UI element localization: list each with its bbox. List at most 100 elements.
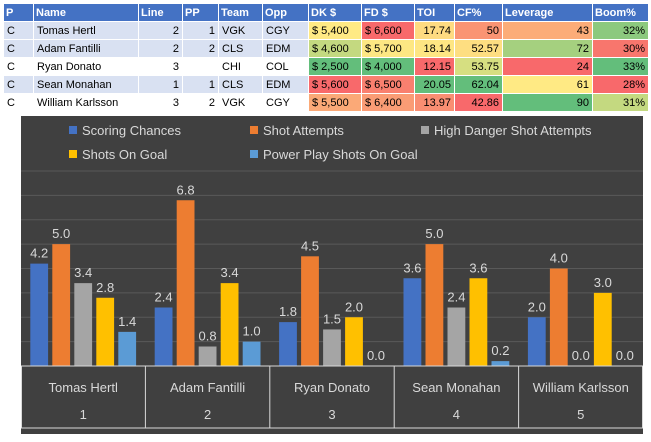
cell-cf-pct[interactable]: 53.75 (454, 57, 503, 76)
cell-pp[interactable]: 2 (182, 93, 219, 112)
cell-name[interactable]: Ryan Donato (33, 57, 139, 76)
col-header-leverage[interactable]: Leverage (502, 3, 593, 22)
col-header-opp[interactable]: Opp (262, 3, 309, 22)
cell-name[interactable]: Adam Fantilli (33, 39, 139, 58)
cell-toi[interactable]: 20.05 (414, 75, 455, 94)
col-header-position[interactable]: P (3, 3, 34, 22)
bar (118, 331, 137, 366)
cell-pp[interactable] (182, 57, 219, 76)
cell-leverage[interactable]: 43 (502, 21, 593, 40)
data-label: 0.0 (367, 348, 385, 363)
table-row: C William Karlsson 3 2 VGK CGY $ 5,500 $… (3, 93, 649, 112)
cell-team[interactable]: CLS (218, 39, 263, 58)
col-header-boom-pct[interactable]: Boom% (592, 3, 649, 22)
data-label: 3.4 (74, 265, 92, 280)
cell-position[interactable]: C (3, 57, 34, 76)
bar (176, 200, 195, 366)
bar (220, 283, 239, 366)
col-header-dk-salary[interactable]: DK $ (308, 3, 362, 22)
data-label: 0.8 (199, 329, 217, 344)
cell-opp[interactable]: CGY (262, 21, 309, 40)
data-label: 1.8 (279, 304, 297, 319)
cell-line[interactable]: 1 (138, 75, 183, 94)
cell-team[interactable]: VGK (218, 21, 263, 40)
bar (403, 278, 422, 366)
cell-cf-pct[interactable]: 42.86 (454, 93, 503, 112)
cell-dk-salary[interactable]: $ 5,500 (308, 93, 362, 112)
cell-toi[interactable]: 17.74 (414, 21, 455, 40)
cell-team[interactable]: VGK (218, 93, 263, 112)
cell-fd-salary[interactable]: $ 6,600 (361, 21, 415, 40)
cell-leverage[interactable]: 61 (502, 75, 593, 94)
cell-dk-salary[interactable]: $ 4,600 (308, 39, 362, 58)
cell-line[interactable]: 2 (138, 21, 183, 40)
col-header-team[interactable]: Team (218, 3, 263, 22)
col-header-name[interactable]: Name (33, 3, 139, 22)
cell-line[interactable]: 3 (138, 57, 183, 76)
cell-leverage[interactable]: 90 (502, 93, 593, 112)
cell-fd-salary[interactable]: $ 6,400 (361, 93, 415, 112)
cell-position[interactable]: C (3, 39, 34, 58)
legend-label: High Danger Shot Attempts (434, 123, 592, 138)
cell-leverage[interactable]: 72 (502, 39, 593, 58)
cell-position[interactable]: C (3, 93, 34, 112)
bar (30, 263, 49, 366)
data-label: 3.4 (221, 265, 239, 280)
bar (527, 317, 546, 366)
cell-name[interactable]: Sean Monahan (33, 75, 139, 94)
cell-dk-salary[interactable]: $ 5,400 (308, 21, 362, 40)
cell-cf-pct[interactable]: 62.04 (454, 75, 503, 94)
data-label: 3.0 (594, 275, 612, 290)
col-header-pp[interactable]: PP (182, 3, 219, 22)
data-label: 2.4 (155, 290, 173, 305)
cell-fd-salary[interactable]: $ 5,700 (361, 39, 415, 58)
cell-opp[interactable]: COL (262, 57, 309, 76)
cell-name[interactable]: Tomas Hertl (33, 21, 139, 40)
cell-team[interactable]: CHI (218, 57, 263, 76)
col-header-cf-pct[interactable]: CF% (454, 3, 503, 22)
cell-leverage[interactable]: 24 (502, 57, 593, 76)
legend-label: Shots On Goal (82, 147, 167, 162)
cell-pp[interactable]: 2 (182, 39, 219, 58)
cell-dk-salary[interactable]: $ 5,600 (308, 75, 362, 94)
data-label: 0.2 (491, 343, 509, 358)
data-label: 2.8 (96, 280, 114, 295)
cell-pp[interactable]: 1 (182, 21, 219, 40)
cell-cf-pct[interactable]: 52.57 (454, 39, 503, 58)
col-header-fd-salary[interactable]: FD $ (361, 3, 415, 22)
cell-opp[interactable]: EDM (262, 39, 309, 58)
cell-line[interactable]: 3 (138, 93, 183, 112)
bar (279, 322, 297, 366)
data-label: 5.0 (52, 226, 70, 241)
cell-line[interactable]: 2 (138, 39, 183, 58)
cell-fd-salary[interactable]: $ 6,500 (361, 75, 415, 94)
cell-dk-salary[interactable]: $ 2,500 (308, 57, 362, 76)
data-label: 5.0 (425, 226, 443, 241)
cell-toi[interactable]: 12.15 (414, 57, 455, 76)
cell-name[interactable]: William Karlsson (33, 93, 139, 112)
cell-boom-pct[interactable]: 33% (592, 57, 649, 76)
data-label: 1.0 (243, 324, 261, 339)
col-header-line[interactable]: Line (138, 3, 183, 22)
cell-fd-salary[interactable]: $ 4,000 (361, 57, 415, 76)
cell-position[interactable]: C (3, 21, 34, 40)
cell-cf-pct[interactable]: 50 (454, 21, 503, 40)
data-label: 2.0 (528, 299, 546, 314)
cell-pp[interactable]: 1 (182, 75, 219, 94)
cell-opp[interactable]: EDM (262, 75, 309, 94)
cell-opp[interactable]: CGY (262, 93, 309, 112)
cell-team[interactable]: CLS (218, 75, 263, 94)
bar (52, 244, 71, 366)
legend-label: Shot Attempts (263, 123, 344, 138)
cell-toi[interactable]: 13.97 (414, 93, 455, 112)
cell-boom-pct[interactable]: 30% (592, 39, 649, 58)
cell-boom-pct[interactable]: 32% (592, 21, 649, 40)
data-label: 1.4 (118, 314, 136, 329)
cell-boom-pct[interactable]: 31% (592, 93, 649, 112)
cell-boom-pct[interactable]: 28% (592, 75, 649, 94)
cell-toi[interactable]: 18.14 (414, 39, 455, 58)
bar (425, 244, 444, 366)
col-header-toi[interactable]: TOI (414, 3, 455, 22)
legend-label: Scoring Chances (82, 123, 181, 138)
cell-position[interactable]: C (3, 75, 34, 94)
